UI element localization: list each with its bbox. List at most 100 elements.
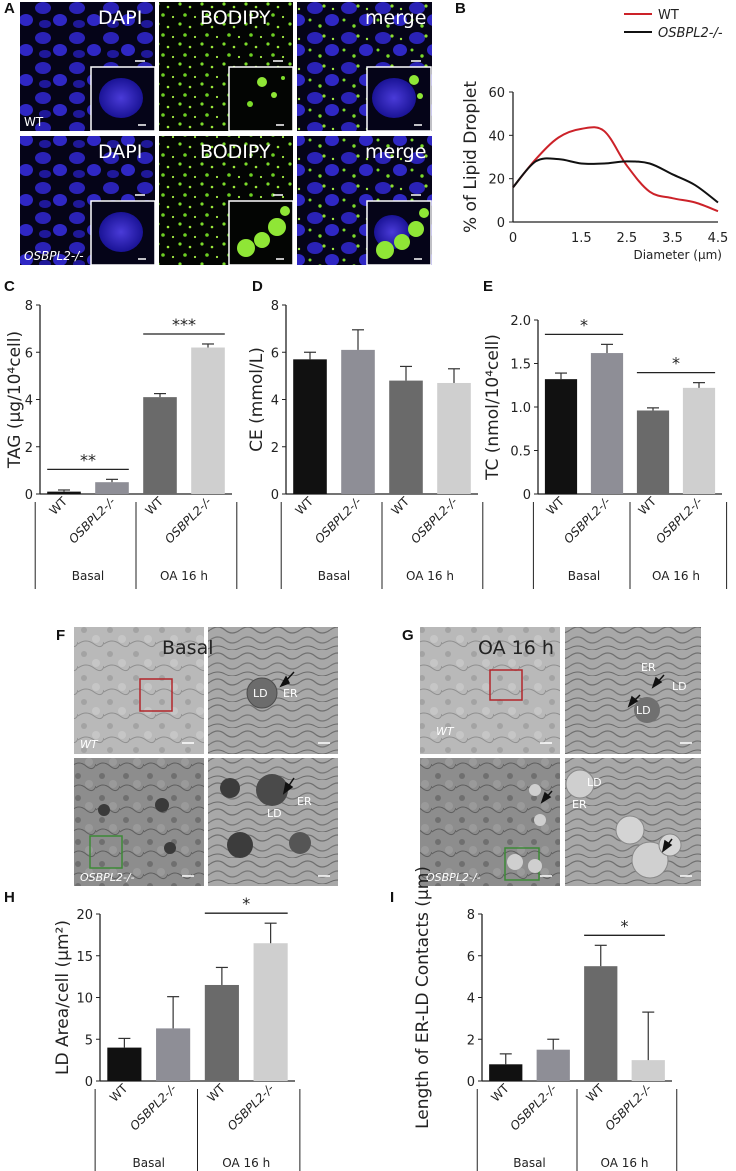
em-g-wt-zoom [565,627,701,754]
c-y-tick-label: 0 [25,488,33,503]
e-category-label: WT [544,494,568,518]
h-bar [156,1028,191,1081]
em-g-row-wt: WT [436,725,455,738]
label-merge-wt: merge [365,7,426,29]
i-y-tick-label: 6 [467,950,475,965]
h-sig-label: * [242,894,250,913]
i-category-label: WT [488,1081,512,1105]
h-bar [107,1047,142,1081]
panel-letter-g: G [402,627,414,644]
c-bar [95,482,129,494]
h-y-tick-label: 10 [76,992,93,1007]
row-label-ko-a: OSBPL2-/- [24,249,84,263]
e-y-tick-label: 0.5 [510,445,531,460]
em-f-er-1: ER [283,687,298,700]
d-category-label: WT [293,494,317,518]
h-category-label: OSBPL2-/- [127,1081,179,1133]
h-category-label: OSBPL2-/- [225,1081,277,1133]
e-bar [636,410,670,494]
b-y-tick-label: 60 [488,86,505,101]
d-bar [341,349,375,494]
panel-letter-h: H [4,889,15,906]
i-category-label: OSBPL2-/- [507,1081,559,1133]
d-category-label: WT [389,494,413,518]
b-series-line-wt [512,126,719,213]
scale-bars-a [135,60,422,260]
c-bar [47,491,81,494]
b-x-tick-label: 3.5 [662,231,683,246]
inset-merge-wt [366,66,432,132]
i-category-label: OSBPL2-/- [602,1081,654,1133]
b-legend-label: WT [658,8,679,23]
d-group-label: OA 16 h [406,569,454,583]
label-dapi-wt: DAPI [98,7,142,29]
em-g-title: OA 16 h [478,637,554,659]
d-y-tick-label: 8 [271,299,279,314]
inset-merge-ko [366,200,432,266]
e-y-tick-label: 2.0 [510,314,531,329]
h-bar [253,943,288,1081]
i-y-tick-label: 0 [467,1075,475,1090]
e-bar [544,379,578,494]
e-bar [590,353,624,494]
inset-dapi-ko [90,200,156,266]
arrows-f [279,671,295,795]
h-y-tick-label: 5 [85,1033,93,1048]
inset-dapi-wt [90,66,156,132]
roi-box-f-wt [139,678,173,712]
d-y-tick-label: 2 [271,441,279,456]
d-y-tick-label: 0 [271,488,279,503]
em-f-row-ko: OSBPL2-/- [80,871,135,884]
em-g-row-ko: OSBPL2-/- [426,871,481,884]
h-y-tick-label: 15 [76,950,93,965]
em-f-ld-1: LD [253,687,268,700]
em-f-row-wt: WT [80,738,99,751]
em-f-wt-overview [74,627,204,754]
h-category-label: WT [205,1081,229,1105]
e-group-label: OA 16 h [652,569,700,583]
panel-letter-d: D [252,278,263,295]
h-y-tick-label: 20 [76,908,93,923]
b-y-axis-label: % of Lipid Droplet [461,81,481,233]
label-dapi-ko: DAPI [98,141,142,163]
e-y-tick-label: 0 [523,488,531,503]
arrows-g [540,674,673,853]
c-bar [143,397,177,494]
e-category-label: WT [636,494,660,518]
d-bar [389,380,423,494]
row-label-wt-a: WT [24,115,44,129]
scale-bars-em [182,742,692,877]
i-bar [489,1064,523,1081]
em-g-er-1: ER [641,661,656,674]
roi-box-g-wt [489,669,523,701]
inset-bodipy-ko [228,200,294,266]
panel-letter-e: E [483,278,494,295]
e-bar [682,387,716,494]
i-y-tick-label: 8 [467,908,475,923]
b-x-tick-label: 2.5 [617,231,638,246]
panel-letter-a: A [4,0,15,17]
c-category-label: OSBPL2-/- [162,494,214,546]
e-sig-label: * [672,354,680,373]
em-f-title: Basal [162,637,214,659]
h-group-label: Basal [132,1156,165,1170]
i-group-label: Basal [513,1156,546,1170]
b-x-tick-label: 4.5 [708,231,729,246]
panel-letter-c: C [4,278,15,295]
c-y-tick-label: 8 [25,299,33,314]
c-sig-label: *** [172,315,196,334]
em-g-ld-3: LD [587,776,602,789]
label-merge-ko: merge [365,141,426,163]
b-x-axis-label: Diameter (μm) [633,248,722,262]
i-category-label: WT [583,1081,607,1105]
c-bar [191,347,225,494]
c-y-tick-label: 6 [25,346,33,361]
i-bar [631,1060,665,1081]
b-y-tick-label: 20 [488,173,505,188]
e-y-axis-label: TC (nmol/10⁴cell) [483,334,503,481]
panel-letter-b: B [455,0,466,17]
panel-letter-f: F [56,627,66,644]
d-category-label: OSBPL2-/- [408,494,460,546]
